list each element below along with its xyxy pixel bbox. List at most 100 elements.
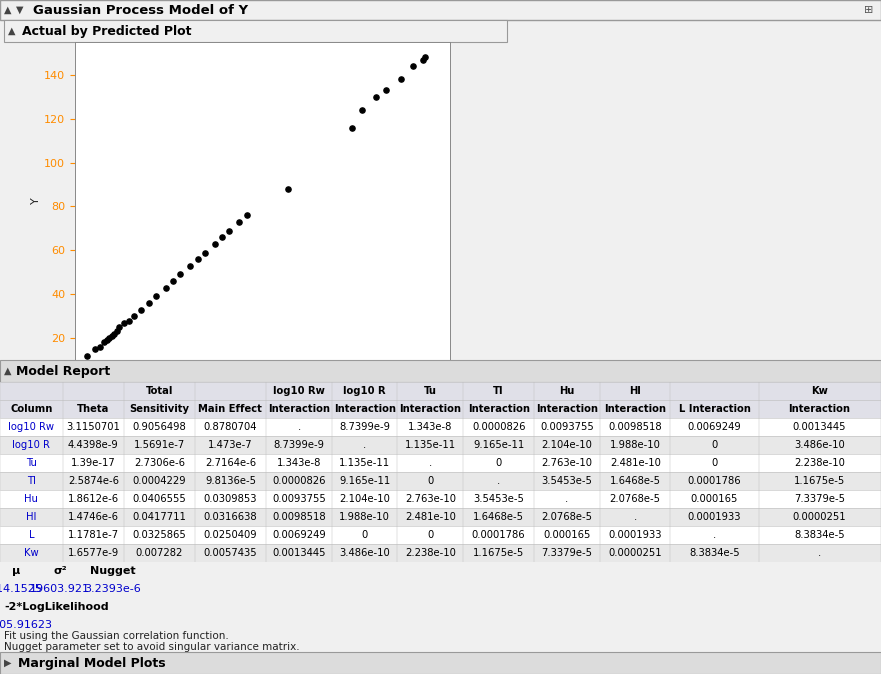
Point [369, 92, 383, 102]
Text: Nugget parameter set to avoid singular variance matrix.: Nugget parameter set to avoid singular v… [4, 642, 300, 652]
Point [122, 315, 136, 326]
Text: 2.0768e-5: 2.0768e-5 [542, 512, 592, 522]
Text: 2.7164e-6: 2.7164e-6 [204, 458, 256, 468]
Text: 1.1675e-5: 1.1675e-5 [794, 476, 845, 486]
Text: 7.3379e-5: 7.3379e-5 [794, 494, 845, 504]
Text: 0.0309853: 0.0309853 [204, 494, 257, 504]
Text: 1.4746e-6: 1.4746e-6 [68, 512, 119, 522]
Point [174, 269, 188, 280]
Point [107, 328, 122, 339]
Point [159, 282, 173, 293]
Text: 0.007282: 0.007282 [136, 548, 183, 558]
Point [127, 311, 141, 321]
Text: 0.0069249: 0.0069249 [687, 422, 742, 432]
Text: Hu: Hu [25, 494, 38, 504]
Text: HI: HI [629, 386, 641, 396]
Text: Interaction: Interaction [399, 404, 462, 414]
Text: 1.988e-10: 1.988e-10 [610, 440, 661, 450]
Point [240, 210, 254, 220]
Text: 1.988e-10: 1.988e-10 [339, 512, 390, 522]
Text: 0.0001933: 0.0001933 [609, 530, 662, 540]
Text: 0.0057435: 0.0057435 [204, 548, 257, 558]
Text: 0: 0 [711, 458, 718, 468]
Point [93, 342, 107, 353]
Text: 2.238e-10: 2.238e-10 [405, 548, 455, 558]
Text: 2.104e-10: 2.104e-10 [542, 440, 592, 450]
Text: μ: μ [11, 566, 20, 576]
Text: log10 R: log10 R [344, 386, 386, 396]
Text: Theta: Theta [78, 404, 109, 414]
Text: 1.343e-8: 1.343e-8 [408, 422, 453, 432]
Bar [0, 382, 881, 418]
Point [406, 61, 420, 71]
Text: Main Effect: Main Effect [198, 404, 263, 414]
Text: Total: Total [145, 386, 174, 396]
Bar [0, 508, 881, 526]
Point [87, 344, 101, 355]
Text: 1.1781e-7: 1.1781e-7 [68, 530, 119, 540]
Text: Interaction: Interaction [604, 404, 666, 414]
Text: Interaction: Interaction [468, 404, 529, 414]
Text: 8.3834e-5: 8.3834e-5 [689, 548, 740, 558]
Text: Kw: Kw [811, 386, 828, 396]
Text: -2*LogLikelihood: -2*LogLikelihood [4, 602, 109, 612]
Text: .: . [429, 458, 432, 468]
Text: 3.2393e-6: 3.2393e-6 [85, 584, 141, 594]
Point [233, 216, 247, 227]
Text: Hu: Hu [559, 386, 574, 396]
Point [222, 225, 236, 236]
Text: 0.0013445: 0.0013445 [272, 548, 326, 558]
Point [183, 260, 197, 271]
Text: 0.0093755: 0.0093755 [272, 494, 326, 504]
Text: 0: 0 [427, 476, 433, 486]
Text: HI: HI [26, 512, 36, 522]
Bar [0, 436, 881, 454]
Text: 205.91623: 205.91623 [0, 620, 52, 630]
Text: σ²: σ² [53, 566, 67, 576]
Text: L Interaction: L Interaction [678, 404, 751, 414]
Text: .: . [633, 512, 637, 522]
Text: log10 Rw: log10 Rw [8, 422, 55, 432]
Point [190, 253, 204, 264]
Text: 9.165e-11: 9.165e-11 [339, 476, 390, 486]
Text: log10 R: log10 R [12, 440, 50, 450]
Text: Nugget: Nugget [90, 566, 136, 576]
Text: 0.9056498: 0.9056498 [132, 422, 187, 432]
Text: 0.0001786: 0.0001786 [688, 476, 741, 486]
Text: ▲: ▲ [4, 366, 11, 376]
Text: 0.000165: 0.000165 [544, 530, 590, 540]
Text: 114.1525: 114.1525 [0, 584, 42, 594]
Text: Marginal Model Plots: Marginal Model Plots [18, 656, 166, 669]
Y-axis label: Y: Y [32, 197, 41, 204]
Text: ▲: ▲ [9, 26, 16, 36]
Text: 0.0013445: 0.0013445 [793, 422, 846, 432]
Text: log10 Rw: log10 Rw [273, 386, 325, 396]
Text: 0: 0 [711, 440, 718, 450]
Point [416, 54, 430, 65]
Point [166, 276, 180, 286]
Point [134, 304, 148, 315]
Text: 0.0098518: 0.0098518 [272, 512, 326, 522]
Text: 2.104e-10: 2.104e-10 [339, 494, 390, 504]
Point [98, 337, 112, 348]
Text: Sensitivity: Sensitivity [130, 404, 189, 414]
Text: 7.3379e-5: 7.3379e-5 [542, 548, 592, 558]
Bar [0, 418, 881, 436]
Text: Interaction: Interaction [788, 404, 850, 414]
Bar [0, 472, 881, 490]
Text: 0.0001786: 0.0001786 [472, 530, 525, 540]
Text: 2.763e-10: 2.763e-10 [405, 494, 455, 504]
Text: 8.7399e-9: 8.7399e-9 [339, 422, 390, 432]
Text: Model Report: Model Report [16, 365, 110, 377]
Point [142, 298, 156, 309]
Text: 0.000165: 0.000165 [691, 494, 738, 504]
Text: 9.165e-11: 9.165e-11 [473, 440, 524, 450]
Text: 1.8612e-6: 1.8612e-6 [68, 494, 119, 504]
Text: .: . [363, 440, 366, 450]
Point [379, 85, 393, 96]
Bar [0, 544, 881, 562]
Point [117, 317, 131, 328]
Text: 2.481e-10: 2.481e-10 [610, 458, 661, 468]
Text: Interaction: Interaction [334, 404, 396, 414]
Text: 3.486e-10: 3.486e-10 [794, 440, 845, 450]
